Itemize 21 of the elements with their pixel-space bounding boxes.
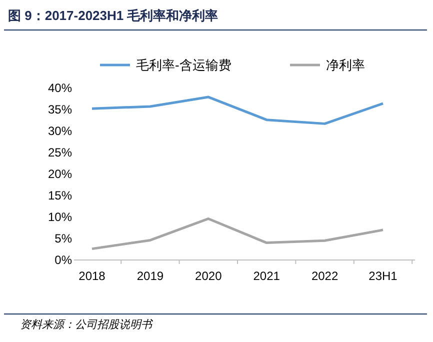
y-tick-label: 30% [48,124,72,138]
y-tick-label: 15% [48,188,72,203]
y-tick-label: 5% [54,232,72,246]
x-tick-label: 2019 [136,269,164,283]
y-tick-label: 35% [48,102,72,117]
y-tick-label: 25% [48,146,72,160]
x-tick-label: 23H1 [368,269,398,283]
x-tick-label: 2018 [78,269,106,283]
y-tick-label: 10% [48,210,72,224]
legend-label: 净利率 [326,58,365,73]
y-tick-label: 0% [54,253,72,268]
chart-title: 图 9：2017-2023H1 毛利率和净利率 [8,8,218,23]
y-tick-label: 40% [48,81,72,96]
y-tick-label: 20% [48,167,72,182]
line-series [90,96,384,125]
line-series [90,217,384,250]
x-tick-label: 2020 [195,269,222,283]
text: 资料来源：公司招股说明书 [20,318,154,331]
legend-label: 毛利率-含运输费 [136,58,232,73]
x-tick-label: 2022 [311,269,338,283]
x-tick-label: 2021 [253,269,280,283]
